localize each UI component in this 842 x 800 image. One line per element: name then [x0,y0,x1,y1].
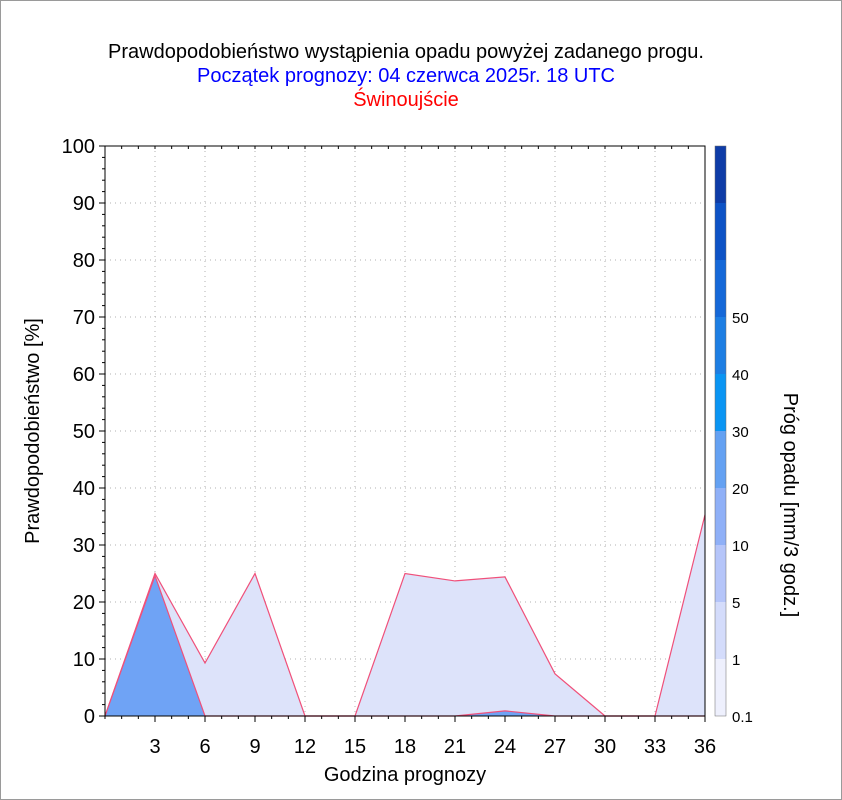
chart-subtitle: Początek prognozy: 04 czerwca 2025r. 18 … [197,65,615,87]
x-tick-label: 3 [149,736,160,758]
x-tick-label: 15 [344,736,366,758]
x-tick-label: 33 [644,736,666,758]
x-tick-label: 24 [494,736,516,758]
colorbar-segment [715,317,726,374]
series-area-0 [105,514,705,716]
colorbar-tick-label: 50 [732,310,749,327]
x-tick-label: 18 [394,736,416,758]
colorbar-tick-label: 5 [732,595,740,612]
x-tick-label: 12 [294,736,316,758]
y-tick-label: 80 [73,250,95,272]
y-tick-label: 100 [62,136,95,158]
colorbar-segment [715,431,726,488]
y-tick-label: 90 [73,193,95,215]
x-axis-label: Godzina prognozy [324,764,486,786]
chart-titles: Prawdopodobieństwo wystąpienia opadu pow… [0,40,812,112]
y-tick-label: 20 [73,592,95,614]
colorbar: 0.1 1 5 10 20 30 40 50 [714,145,753,726]
chart-location: Świnoujście [353,89,459,111]
colorbar-tick-label: 10 [732,538,749,555]
colorbar-tick-label: 30 [732,424,749,441]
y-tick-label: 70 [73,307,95,329]
y-tick-label: 0 [84,706,95,728]
colorbar-tick-label: 0.1 [732,709,753,726]
colorbar-segment [715,374,726,431]
colorbar-segment [715,146,726,203]
colorbar-segment [715,488,726,545]
x-tick-label: 21 [444,736,466,758]
x-tick-label: 27 [544,736,566,758]
x-tick-label: 9 [249,736,260,758]
chart-title: Prawdopodobieństwo wystąpienia opadu pow… [108,41,704,63]
colorbar-segment [715,602,726,659]
x-tick-label: 30 [594,736,616,758]
colorbar-border [714,145,727,717]
y-tick-label: 30 [73,535,95,557]
x-tick-label: 36 [694,736,716,758]
y-tick-label: 40 [73,478,95,500]
colorbar-label: Próg opadu [mm/3 godz.] [779,393,801,618]
x-tick-label: 6 [199,736,210,758]
y-tick-label: 10 [73,649,95,671]
colorbar-segment [715,203,726,260]
colorbar-tick-label: 40 [732,367,749,384]
y-tick-label: 60 [73,364,95,386]
colorbar-segment [715,545,726,602]
series-area-1 [105,575,705,716]
y-axis-label: Prawdopodobieństwo [%] [22,318,44,544]
colorbar-segment [715,260,726,317]
y-tick-label: 50 [73,421,95,443]
colorbar-tick-label: 1 [732,652,740,669]
colorbar-segment [715,659,726,716]
colorbar-tick-label: 20 [732,481,749,498]
